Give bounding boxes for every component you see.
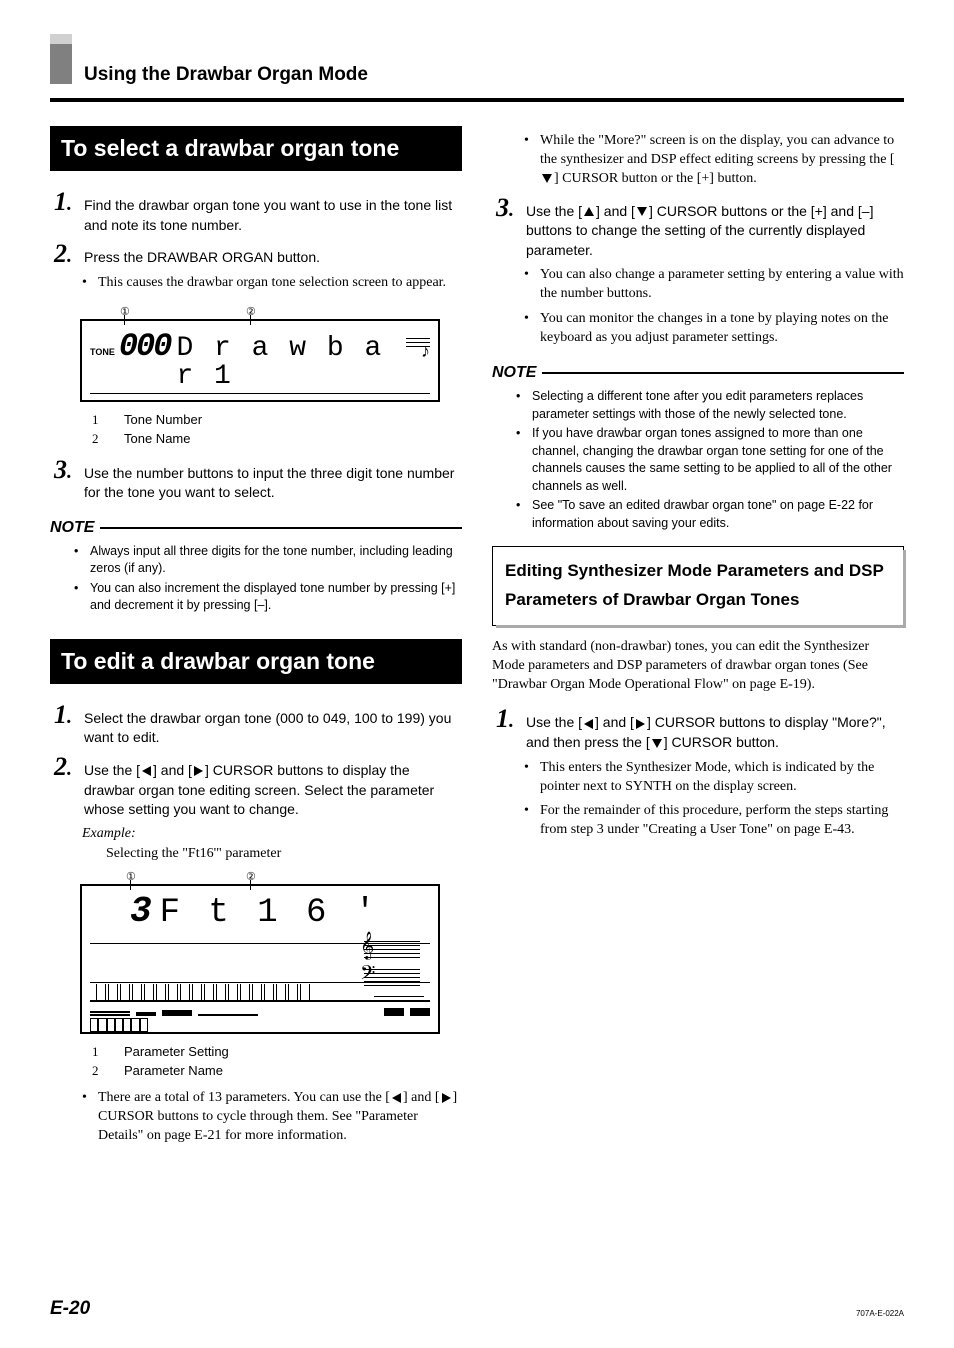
step-number: 3. (496, 195, 518, 221)
step-number: 1. (54, 189, 76, 215)
box-heading: Editing Synthesizer Mode Parameters and … (492, 546, 904, 626)
sub-bullet: •You can also change a parameter setting… (524, 266, 904, 304)
sub-bullet: • While the "More?" screen is on the dis… (524, 132, 904, 189)
note-bullet: •Selecting a different tone after you ed… (516, 388, 904, 423)
lcd-param-name: F t 1 6 ' (160, 896, 380, 930)
step-number: 2. (54, 241, 76, 267)
note-bullet: •If you have drawbar organ tones assigne… (516, 425, 904, 495)
right-column: • While the "More?" screen is on the dis… (492, 126, 904, 1152)
lcd-tone-number: 000 (119, 331, 171, 363)
lcd-tone-name: D r a w b a r 1 (176, 335, 417, 391)
cursor-right-icon (194, 766, 203, 776)
keyboard-mini-icon (90, 1018, 148, 1032)
step-text: Press the DRAWBAR ORGAN button. (84, 241, 320, 268)
lcd-mid-area: 𝄞 𝄢 (90, 944, 430, 978)
bullet-text: While the "More?" screen is on the displ… (540, 132, 904, 189)
lcd-decor-lines (406, 335, 430, 350)
cursor-left-icon (584, 719, 593, 729)
bullet-dot: • (82, 274, 90, 293)
step-text: Use the [] and [] CURSOR buttons to disp… (526, 706, 904, 752)
step-number: 2. (54, 754, 76, 780)
step-1: 1. Find the drawbar organ tone you want … (54, 189, 462, 235)
step-number: 1. (54, 702, 76, 728)
step-text: Use the [] and [] CURSOR buttons to disp… (84, 754, 462, 820)
note-bullet: •See "To save an edited drawbar organ to… (516, 497, 904, 532)
cursor-down-icon (652, 739, 662, 748)
bullet-text: This causes the drawbar organ tone selec… (98, 274, 446, 293)
lcd-tone-label: TONE (90, 347, 115, 357)
legend-1: 1Tone Number 2Tone Name (92, 412, 462, 447)
sub-bullet: • This causes the drawbar organ tone sel… (82, 274, 462, 293)
sub-bullet: •For the remainder of this procedure, pe… (524, 802, 904, 840)
step-text: Use the [] and [] CURSOR buttons or the … (526, 195, 904, 261)
step-number: 3. (54, 457, 76, 483)
header-rule (50, 98, 904, 102)
cursor-down-icon (637, 207, 647, 216)
right-step-3: 3. Use the [] and [] CURSOR buttons or t… (496, 195, 904, 261)
right-edit-step-1: 1. Use the [] and [] CURSOR buttons to d… (496, 706, 904, 752)
lcd-display-1: TONE 000 D r a w b a r 1 ♪ (80, 319, 440, 402)
sub-bullet: •You can monitor the changes in a tone b… (524, 310, 904, 348)
page-header: Using the Drawbar Organ Mode (50, 50, 904, 90)
legend-2: 1Parameter Setting 2Parameter Name (92, 1044, 462, 1079)
example-text: Selecting the "Ft16'" parameter (106, 846, 462, 862)
edit-step-2: 2. Use the [] and [] CURSOR buttons to d… (54, 754, 462, 820)
page-number: E-20 (50, 1298, 90, 1320)
bullet-text: There are a total of 13 parameters. You … (98, 1089, 462, 1146)
note-heading: NOTE (492, 364, 904, 382)
step-text: Find the drawbar organ tone you want to … (84, 189, 462, 235)
cursor-left-icon (392, 1093, 401, 1103)
example-label: Example: (82, 826, 462, 842)
level-bar (90, 1010, 130, 1016)
sub-bullet: • There are a total of 13 parameters. Yo… (82, 1089, 462, 1146)
cursor-left-icon (142, 766, 151, 776)
left-column: To select a drawbar organ tone 1. Find t… (50, 126, 462, 1152)
lcd-bottom-area (90, 1008, 430, 1028)
edit-step-1: 1. Select the drawbar organ tone (000 to… (54, 702, 462, 748)
note-bullet: •Always input all three digits for the t… (74, 543, 462, 578)
lcd-param-value: 3 (130, 894, 150, 930)
heading-edit-tone: To edit a drawbar organ tone (50, 639, 462, 684)
step-text: Use the number buttons to input the thre… (84, 457, 462, 503)
step-number: 1. (496, 706, 518, 732)
cursor-right-icon (442, 1093, 451, 1103)
doc-code: 707A-E-022A (856, 1309, 904, 1318)
cursor-right-icon (636, 719, 645, 729)
bass-clef-icon: 𝄢 (360, 962, 375, 990)
step-3: 3. Use the number buttons to input the t… (54, 457, 462, 503)
header-title: Using the Drawbar Organ Mode (84, 64, 368, 90)
cursor-up-icon (584, 207, 594, 216)
header-tab-decor (50, 44, 72, 84)
note-bullet: •You can also increment the displayed to… (74, 580, 462, 615)
step-2: 2. Press the DRAWBAR ORGAN button. (54, 241, 462, 268)
heading-select-tone: To select a drawbar organ tone (50, 126, 462, 171)
note-heading: NOTE (50, 519, 462, 537)
staff-icon: 𝄞 𝄢 (364, 938, 420, 989)
sub-bullet: •This enters the Synthesizer Mode, which… (524, 759, 904, 797)
intro-paragraph: As with standard (non-drawbar) tones, yo… (492, 638, 904, 695)
treble-clef-icon: 𝄞 (360, 932, 374, 960)
cursor-down-icon (542, 174, 552, 183)
step-text: Select the drawbar organ tone (000 to 04… (84, 702, 462, 748)
lcd-display-2: 3 F t 1 6 ' 𝄞 𝄢 (80, 884, 440, 1035)
